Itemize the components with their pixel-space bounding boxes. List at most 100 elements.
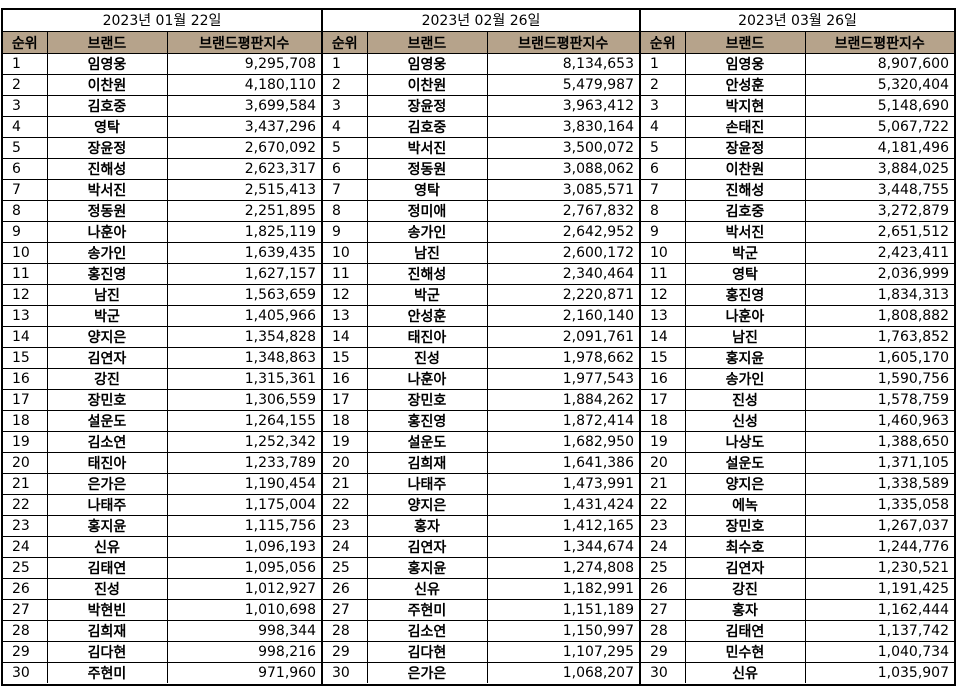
brand-cell: 진해성 — [46, 158, 168, 180]
table-row: 18 설운도 1,264,155 — [3, 410, 321, 432]
brand-cell: 신유 — [46, 536, 168, 558]
score-cell: 1,473,991 — [486, 473, 639, 495]
rank-cell: 8 — [323, 200, 368, 222]
score-cell: 5,320,404 — [804, 74, 954, 96]
ranking-table: 순위 브랜드 브랜드평판지수 1 임영웅 9,295,708 2 이찬원 4,180,11… — [3, 32, 321, 683]
brand-header: 브랜드 — [684, 32, 806, 54]
score-cell: 5,148,690 — [804, 95, 954, 117]
table-row: 6 이찬원 3,884,025 — [641, 158, 954, 180]
rank-cell: 20 — [641, 452, 686, 474]
rank-cell: 12 — [3, 284, 48, 306]
rank-cell: 10 — [3, 242, 48, 264]
table-row: 9 송가인 2,642,952 — [323, 221, 639, 243]
brand-cell: 양지은 — [684, 473, 806, 495]
score-cell: 5,067,722 — [804, 116, 954, 138]
table-row: 18 홍진영 1,872,414 — [323, 410, 639, 432]
rank-cell: 18 — [3, 410, 48, 432]
header-row: 순위 브랜드 브랜드평판지수 — [3, 32, 321, 54]
rank-cell: 2 — [3, 74, 48, 96]
brand-cell: 정동원 — [46, 200, 168, 222]
score-header: 브랜드평판지수 — [166, 32, 321, 54]
brand-cell: 김호중 — [684, 200, 806, 222]
brand-cell: 장윤정 — [684, 137, 806, 159]
score-cell: 2,220,871 — [486, 284, 639, 306]
score-cell: 971,960 — [166, 662, 321, 683]
rank-cell: 18 — [641, 410, 686, 432]
rank-cell: 24 — [3, 536, 48, 558]
table-row: 21 양지은 1,338,589 — [641, 473, 954, 495]
rank-cell: 28 — [3, 620, 48, 642]
score-cell: 1,182,991 — [486, 578, 639, 600]
rank-cell: 25 — [323, 557, 368, 579]
brand-cell: 이찬원 — [46, 74, 168, 96]
score-cell: 3,500,072 — [486, 137, 639, 159]
rank-cell: 17 — [323, 389, 368, 411]
rank-cell: 14 — [323, 326, 368, 348]
header-row: 순위 브랜드 브랜드평판지수 — [641, 32, 954, 54]
rank-cell: 25 — [3, 557, 48, 579]
brand-cell: 설운도 — [684, 452, 806, 474]
table-row: 10 남진 2,600,172 — [323, 242, 639, 264]
score-cell: 1,335,058 — [804, 494, 954, 516]
table-row: 3 장윤정 3,963,412 — [323, 95, 639, 117]
score-cell: 1,763,852 — [804, 326, 954, 348]
table-row: 17 장민호 1,306,559 — [3, 389, 321, 411]
rank-cell: 12 — [323, 284, 368, 306]
brand-cell: 이찬원 — [684, 158, 806, 180]
score-cell: 1,233,789 — [166, 452, 321, 474]
brand-cell: 남진 — [46, 284, 168, 306]
table-row: 26 진성 1,012,927 — [3, 578, 321, 600]
score-cell: 2,423,411 — [804, 242, 954, 264]
rank-cell: 15 — [323, 347, 368, 369]
brand-cell: 나태주 — [366, 473, 488, 495]
score-cell: 1,068,207 — [486, 662, 639, 683]
score-cell: 1,012,927 — [166, 578, 321, 600]
rank-cell: 19 — [323, 431, 368, 453]
brand-cell: 손태진 — [684, 116, 806, 138]
table-row: 16 강진 1,315,361 — [3, 368, 321, 390]
score-cell: 3,085,571 — [486, 179, 639, 201]
table-row: 15 진성 1,978,662 — [323, 347, 639, 369]
score-cell: 1,035,907 — [804, 662, 954, 683]
score-cell: 1,175,004 — [166, 494, 321, 516]
rank-cell: 4 — [641, 116, 686, 138]
brand-cell: 임영웅 — [366, 53, 488, 75]
score-cell: 1,010,698 — [166, 599, 321, 621]
score-cell: 1,977,543 — [486, 368, 639, 390]
brand-cell: 진해성 — [366, 263, 488, 285]
table-row: 19 김소연 1,252,342 — [3, 431, 321, 453]
table-row: 12 홍진영 1,834,313 — [641, 284, 954, 306]
score-cell: 1,150,997 — [486, 620, 639, 642]
brand-cell: 안성훈 — [684, 74, 806, 96]
rank-cell: 16 — [641, 368, 686, 390]
table-row: 5 장윤정 2,670,092 — [3, 137, 321, 159]
rank-cell: 15 — [3, 347, 48, 369]
score-cell: 1,191,425 — [804, 578, 954, 600]
table-row: 1 임영웅 9,295,708 — [3, 53, 321, 75]
brand-cell: 박군 — [684, 242, 806, 264]
rank-cell: 9 — [641, 221, 686, 243]
score-cell: 5,479,987 — [486, 74, 639, 96]
table-row: 24 신유 1,096,193 — [3, 536, 321, 558]
score-cell: 2,642,952 — [486, 221, 639, 243]
rank-cell: 5 — [3, 137, 48, 159]
rank-cell: 22 — [3, 494, 48, 516]
rank-cell: 1 — [3, 53, 48, 75]
table-row: 2 이찬원 5,479,987 — [323, 74, 639, 96]
rank-header: 순위 — [641, 32, 686, 54]
brand-cell: 홍지윤 — [46, 515, 168, 537]
rank-cell: 14 — [641, 326, 686, 348]
table-row: 14 남진 1,763,852 — [641, 326, 954, 348]
rank-cell: 8 — [641, 200, 686, 222]
rank-cell: 9 — [323, 221, 368, 243]
brand-cell: 장민호 — [366, 389, 488, 411]
table-row: 4 영탁 3,437,296 — [3, 116, 321, 138]
score-cell: 1,590,756 — [804, 368, 954, 390]
brand-cell: 강진 — [684, 578, 806, 600]
score-cell: 2,091,761 — [486, 326, 639, 348]
brand-cell: 홍진영 — [46, 263, 168, 285]
brand-cell: 영탁 — [46, 116, 168, 138]
score-cell: 1,412,165 — [486, 515, 639, 537]
brand-cell: 임영웅 — [46, 53, 168, 75]
table-row: 11 진해성 2,340,464 — [323, 263, 639, 285]
